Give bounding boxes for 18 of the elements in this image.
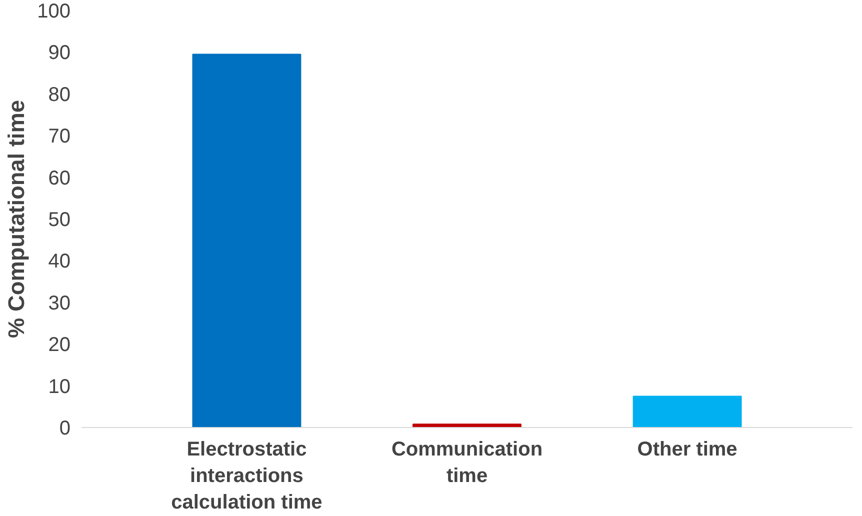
bar [632, 396, 742, 428]
y-tick-label: 20 [48, 334, 71, 356]
y-tick-label: 100 [37, 0, 71, 22]
x-tick-label: Other time [637, 438, 738, 460]
y-tick-label: 0 [59, 418, 70, 440]
y-tick-label: 30 [48, 292, 71, 314]
bar [412, 424, 522, 428]
y-tick-label: 40 [48, 250, 71, 273]
y-tick-label: 80 [48, 84, 71, 106]
y-tick-label: 50 [48, 209, 71, 231]
y-tick-label: 70 [48, 126, 71, 148]
bar [192, 54, 302, 428]
x-tick-label: Communication time [391, 438, 543, 487]
y-axis-title: % Computational time [3, 100, 30, 338]
y-tick-label: 90 [48, 42, 71, 64]
x-tick-label: Electrostatic interactions calculation time [171, 438, 322, 514]
y-tick-label: 60 [48, 167, 71, 190]
y-tick-label: 10 [48, 376, 71, 398]
